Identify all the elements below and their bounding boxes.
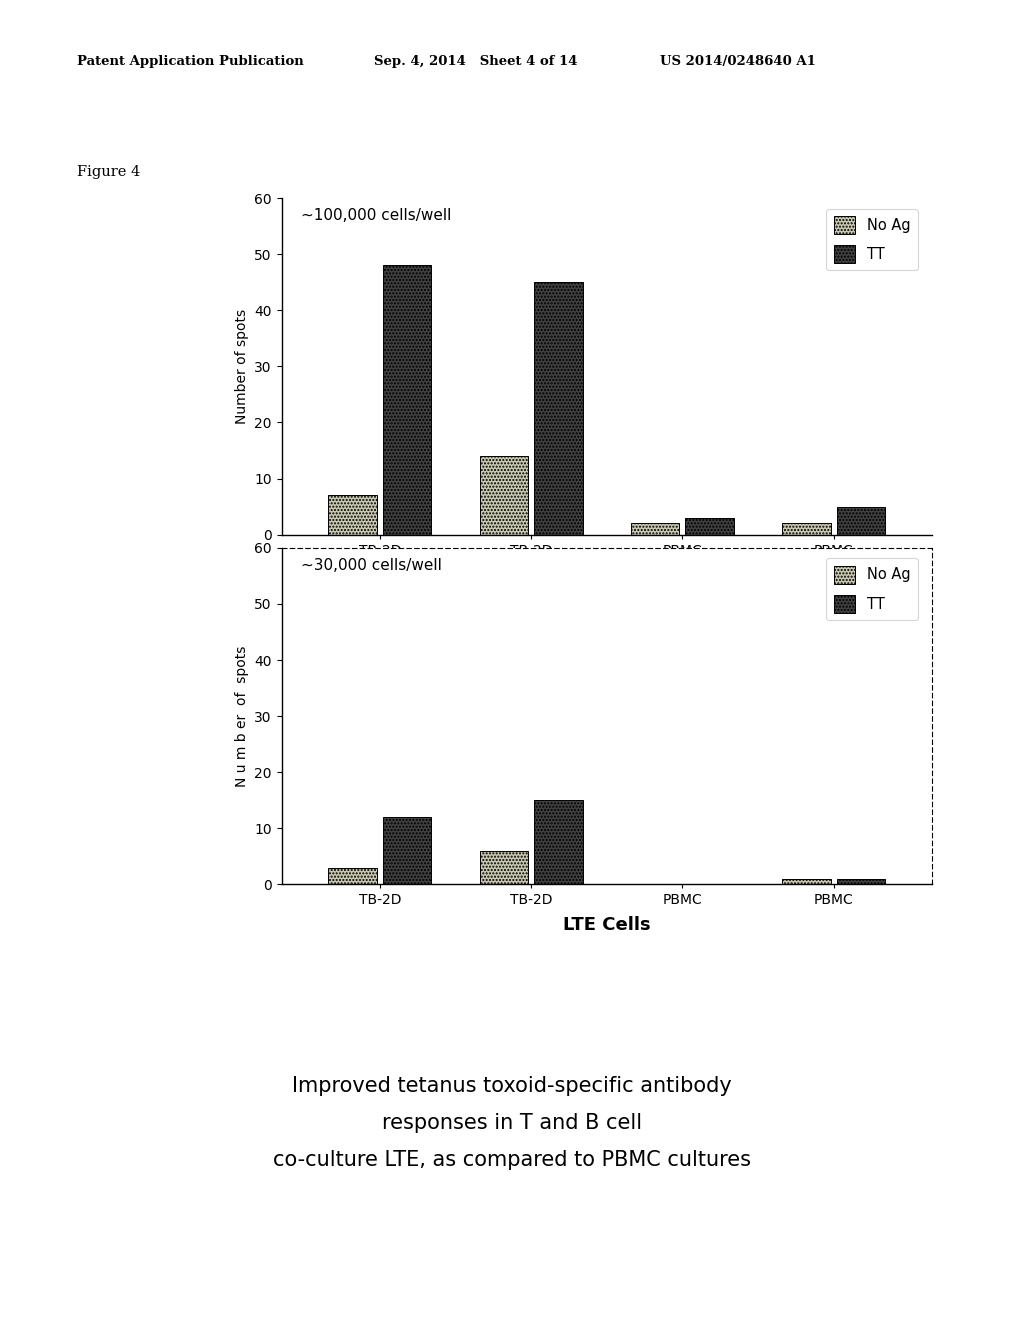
Text: Figure 4: Figure 4 [77,165,140,180]
Text: responses in T and B cell: responses in T and B cell [382,1113,642,1133]
Bar [479,457,528,535]
Text: Sep. 4, 2014   Sheet 4 of 14: Sep. 4, 2014 Sheet 4 of 14 [374,55,578,69]
Bar [329,867,377,884]
Bar [782,523,830,535]
Text: Improved tetanus toxoid-specific antibody: Improved tetanus toxoid-specific antibod… [292,1076,732,1096]
Bar [383,265,431,535]
Y-axis label: Number of spots: Number of spots [234,309,249,424]
Text: Patent Application Publication: Patent Application Publication [77,55,303,69]
Bar [479,851,528,884]
Text: ~100,000 cells/well: ~100,000 cells/well [301,209,452,223]
Bar [329,495,377,535]
X-axis label: LTE Cells: LTE Cells [563,566,650,583]
Text: co-culture LTE, as compared to PBMC cultures: co-culture LTE, as compared to PBMC cult… [273,1150,751,1170]
Bar [535,282,583,535]
Bar [383,817,431,884]
X-axis label: LTE Cells: LTE Cells [563,916,650,933]
Y-axis label: N u m b er  of  spots: N u m b er of spots [234,645,249,787]
Bar [837,879,885,884]
Bar [535,800,583,884]
Bar [837,507,885,535]
Legend: No Ag, TT: No Ag, TT [826,209,919,271]
Bar [685,517,734,535]
Text: US 2014/0248640 A1: US 2014/0248640 A1 [660,55,816,69]
Text: ~30,000 cells/well: ~30,000 cells/well [301,558,442,573]
Bar [782,879,830,884]
Bar [631,523,679,535]
Legend: No Ag, TT: No Ag, TT [826,558,919,620]
